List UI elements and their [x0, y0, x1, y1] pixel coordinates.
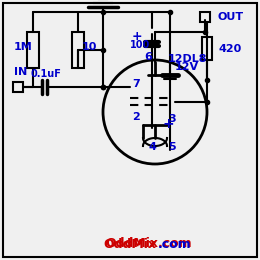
Bar: [27, 32, 39, 68]
Text: +: +: [162, 117, 174, 131]
Text: IN: IN: [14, 67, 27, 77]
Text: 1M: 1M: [14, 42, 33, 52]
Text: 12DL8: 12DL8: [168, 54, 207, 64]
Text: OddMix.com: OddMix.com: [105, 237, 192, 250]
Text: 7: 7: [132, 79, 140, 89]
Text: 5: 5: [168, 142, 176, 152]
Bar: [13, 82, 23, 92]
Text: 10: 10: [82, 42, 98, 52]
Text: 3: 3: [168, 114, 176, 124]
Text: 12V: 12V: [175, 62, 199, 72]
Bar: [200, 12, 210, 22]
Text: OUT: OUT: [217, 12, 243, 22]
Text: 420: 420: [218, 44, 241, 54]
Bar: [202, 37, 212, 60]
Bar: [72, 32, 84, 68]
Text: 4: 4: [148, 142, 156, 152]
Text: OddMix: OddMix: [103, 238, 157, 251]
Text: 2: 2: [132, 112, 140, 122]
Text: 0.1uF: 0.1uF: [30, 69, 61, 79]
Text: 100: 100: [130, 40, 150, 50]
Text: .com: .com: [158, 238, 192, 251]
Text: 6: 6: [144, 52, 152, 62]
Text: +: +: [132, 30, 143, 43]
